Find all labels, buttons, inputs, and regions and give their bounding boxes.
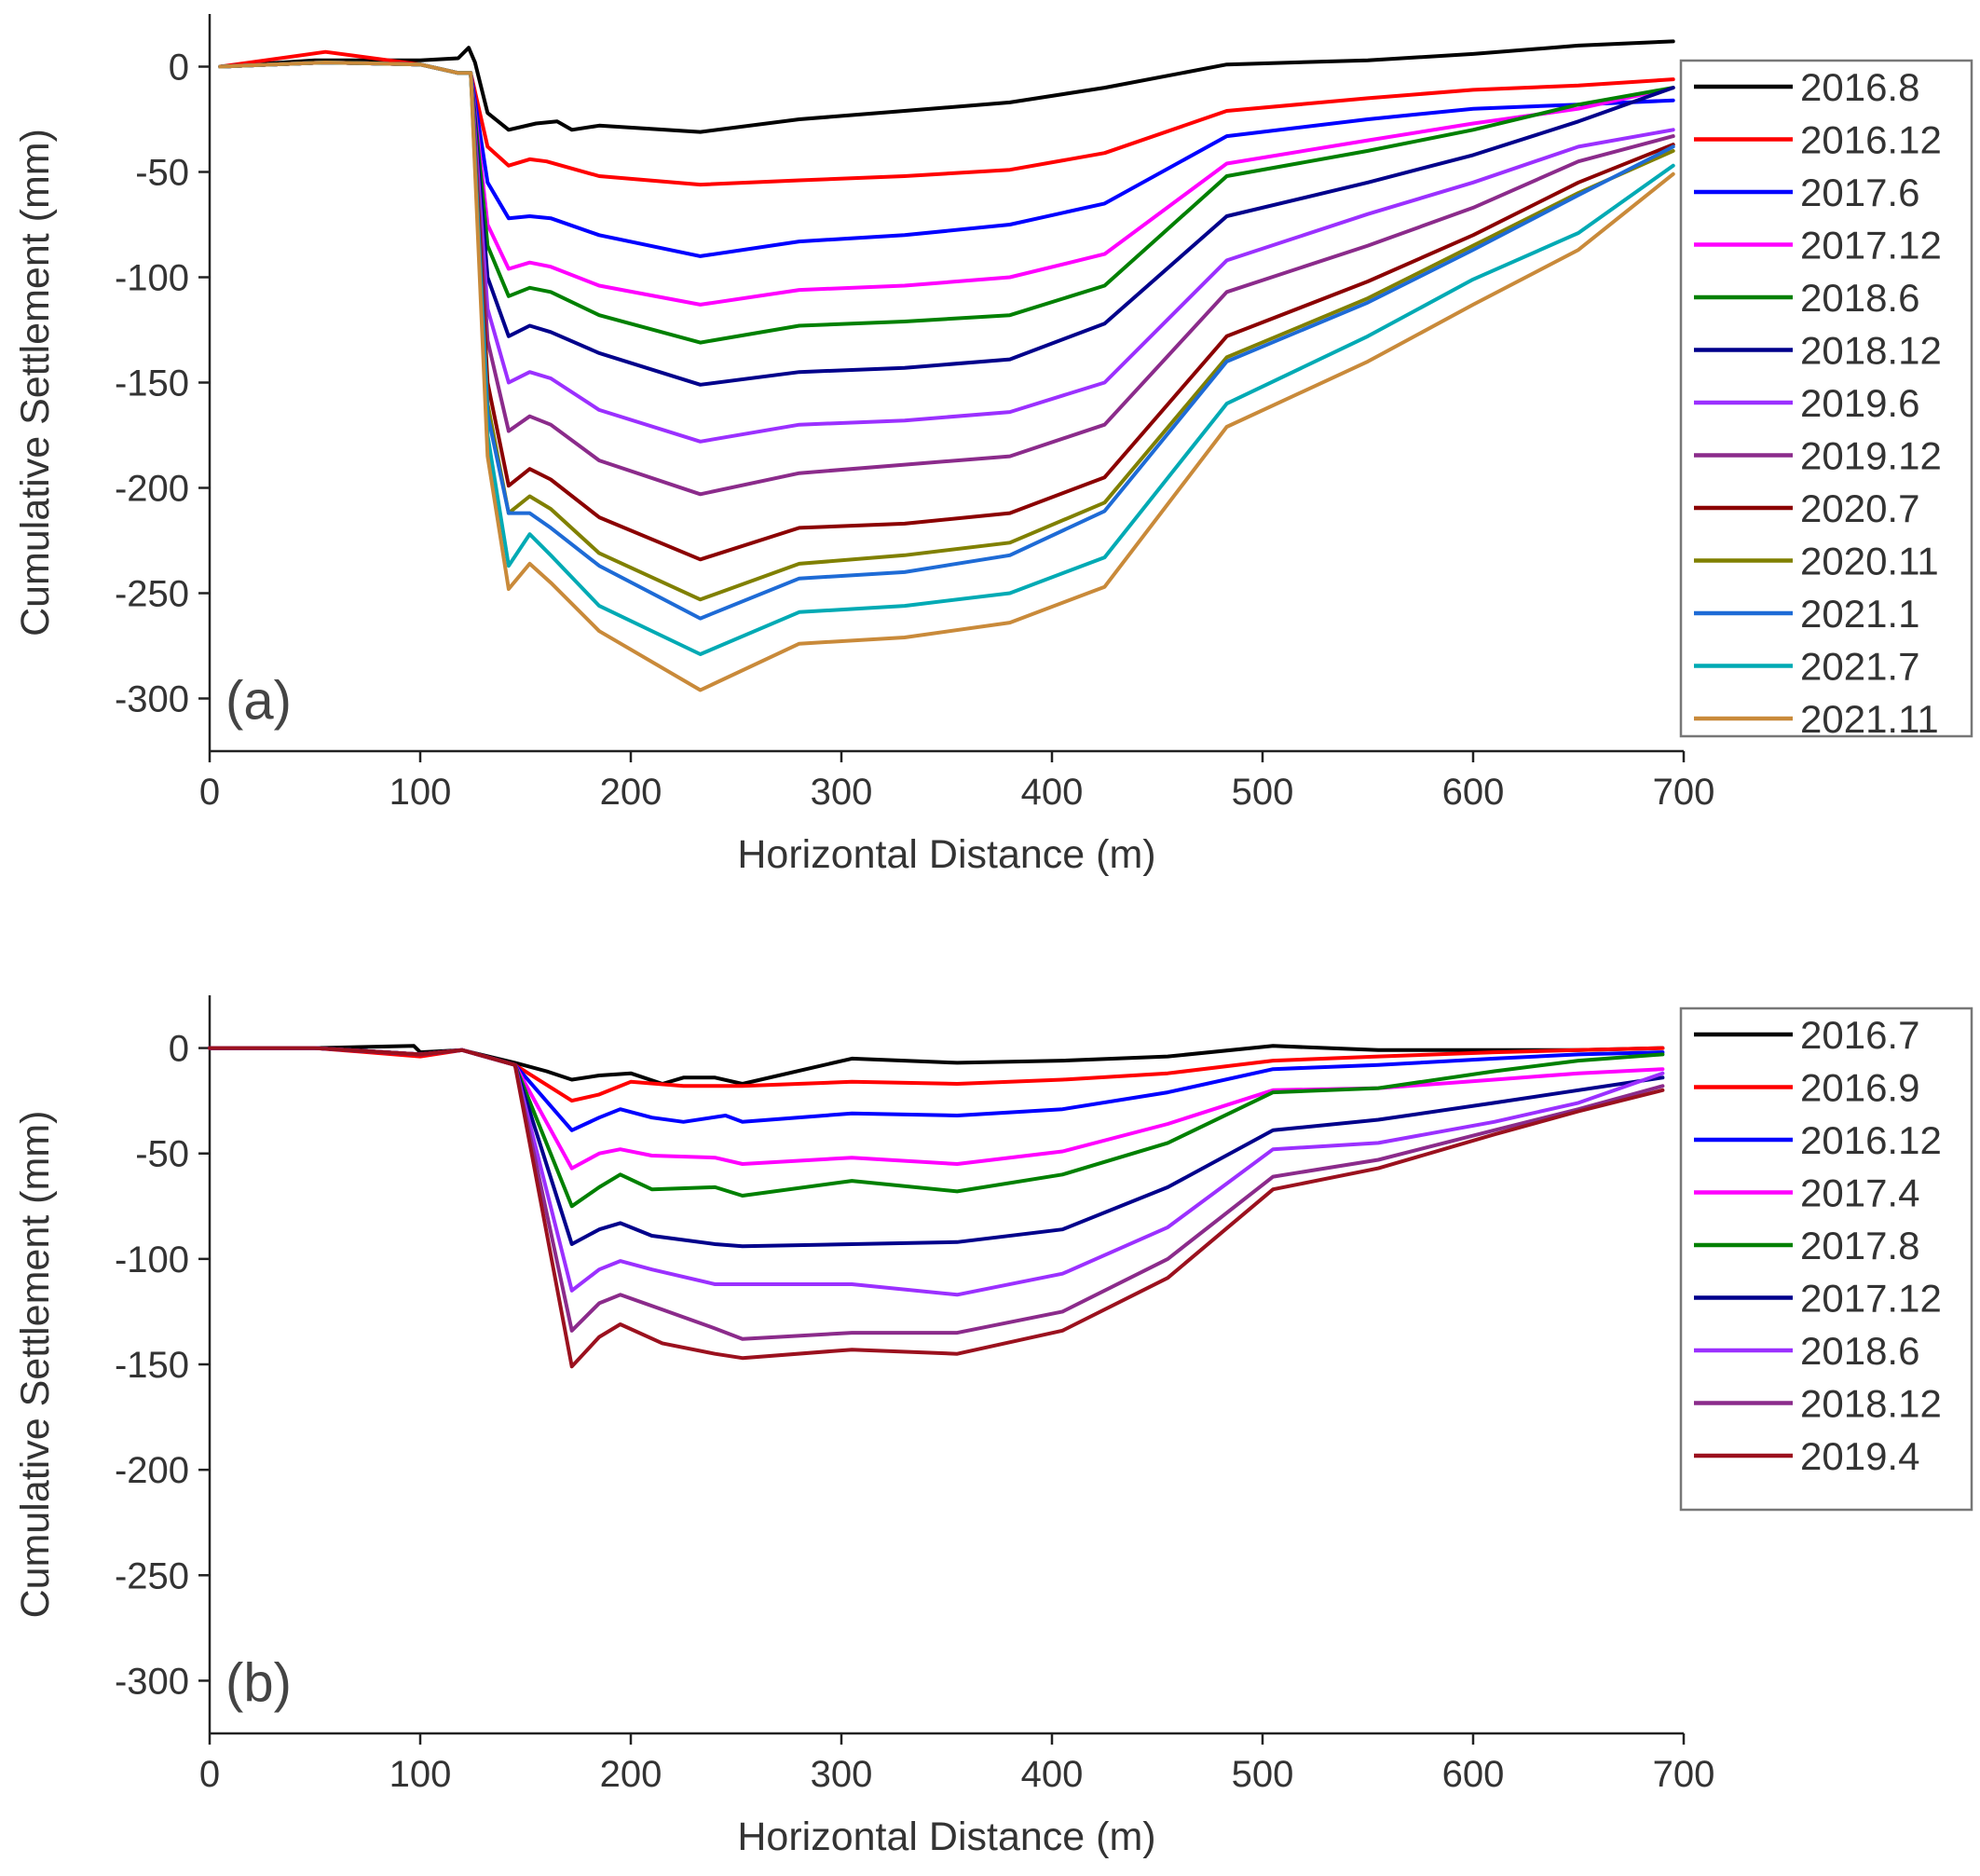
y-axis-title: Cumulative Settlement (mm) (13, 1111, 58, 1619)
series-line-2017.8 (208, 1046, 1665, 1209)
x-tick-label: 300 (811, 772, 873, 813)
legend-label: 2021.7 (1800, 645, 1919, 689)
legend-label: 2018.6 (1800, 276, 1919, 320)
x-tick-label: 700 (1653, 772, 1715, 813)
legend-label: 2016.12 (1800, 1118, 1942, 1162)
x-tick-label: 700 (1653, 1754, 1715, 1795)
x-tick-label: 100 (389, 1754, 452, 1795)
y-tick-label: 0 (169, 48, 189, 89)
x-tick-label: 100 (389, 772, 452, 813)
legend-label: 2019.4 (1800, 1434, 1919, 1478)
y-tick-label: -150 (115, 363, 189, 404)
x-tick-label: 200 (600, 1754, 662, 1795)
legend-label: 2017.6 (1800, 171, 1919, 214)
y-tick-label: -300 (115, 679, 189, 720)
series-line-2016.9 (208, 1046, 1665, 1103)
y-tick-label: -300 (115, 1661, 189, 1702)
x-tick-label: 600 (1442, 772, 1505, 813)
y-tick-label: -150 (115, 1345, 189, 1386)
series-line-2019.6 (218, 61, 1675, 444)
x-axis-title: Horizontal Distance (m) (737, 1814, 1155, 1859)
legend-label: 2018.6 (1800, 1329, 1919, 1373)
x-tick-label: 600 (1442, 1754, 1505, 1795)
series-line-2021.1 (218, 61, 1675, 621)
x-axis-title: Horizontal Distance (m) (737, 832, 1155, 877)
x-tick-label: 500 (1232, 772, 1294, 813)
x-tick-label: 200 (600, 772, 662, 813)
y-tick-label: -200 (115, 1450, 189, 1491)
legend-label: 2017.12 (1800, 1277, 1942, 1321)
x-tick-label: 400 (1021, 772, 1084, 813)
legend-label: 2016.9 (1800, 1066, 1919, 1110)
panel-label: (b) (225, 1652, 292, 1713)
series-line-2016.8 (218, 39, 1675, 134)
chart-panel-b: 0 100 200 300 400 500 600 700 0 -50 -100 -150 -200 -2… (13, 995, 1973, 1859)
y-tick-label: -100 (115, 1239, 189, 1280)
x-tick-label: 500 (1232, 1754, 1294, 1795)
y-axis-title: Cumulative Settlement (mm) (13, 129, 58, 637)
legend-label: 2016.12 (1800, 118, 1942, 162)
legend-box (1679, 59, 1973, 738)
legend-label: 2018.12 (1800, 329, 1942, 373)
y-tick-label: -200 (115, 469, 189, 510)
x-tick-label: 0 (199, 772, 220, 813)
panel-label: (a) (225, 671, 292, 732)
y-tick-label: -250 (115, 574, 189, 615)
legend-label: 2021.11 (1800, 697, 1939, 741)
x-tick-label: 0 (199, 1754, 220, 1795)
series-line-2019.4 (208, 1046, 1665, 1369)
chart-panel-a: 0 100 200 300 400 500 600 700 0 -50 -100 -150 -200 -2… (13, 14, 1973, 877)
legend-label: 2017.4 (1800, 1171, 1919, 1215)
legend-box (1679, 1006, 1973, 1512)
legend-label: 2016.8 (1800, 65, 1919, 109)
y-tick-label: -50 (135, 153, 189, 194)
legend-label: 2016.7 (1800, 1013, 1919, 1057)
legend-label: 2017.12 (1800, 224, 1942, 267)
legend-label: 2020.11 (1800, 540, 1939, 583)
series-line-2018.12 (208, 1046, 1665, 1341)
series-line-2018.6 (218, 61, 1675, 345)
x-tick-label: 300 (811, 1754, 873, 1795)
legend-label: 2019.6 (1800, 381, 1919, 425)
series-line-2020.7 (218, 61, 1675, 562)
series-line-2017.12 (218, 61, 1675, 307)
legend: 2016.8 2016.12 2017.6 2017.12 2018.6 2018.12 2… (1679, 59, 1973, 741)
legend-label: 2021.1 (1800, 592, 1919, 636)
y-tick-label: -50 (135, 1134, 189, 1175)
series-line-2016.12 (218, 49, 1675, 187)
y-tick-label: -250 (115, 1555, 189, 1596)
legend-label: 2018.12 (1800, 1382, 1942, 1426)
legend: 2016.7 2016.9 2016.12 2017.4 2017.8 2017.12 20… (1679, 1006, 1973, 1512)
series-line-2021.11 (218, 61, 1675, 692)
legend-label: 2020.7 (1800, 486, 1919, 530)
legend-label: 2017.8 (1800, 1224, 1919, 1267)
y-tick-label: 0 (169, 1029, 189, 1070)
y-tick-label: -100 (115, 258, 189, 299)
legend-label: 2019.12 (1800, 434, 1942, 478)
x-tick-label: 400 (1021, 1754, 1084, 1795)
